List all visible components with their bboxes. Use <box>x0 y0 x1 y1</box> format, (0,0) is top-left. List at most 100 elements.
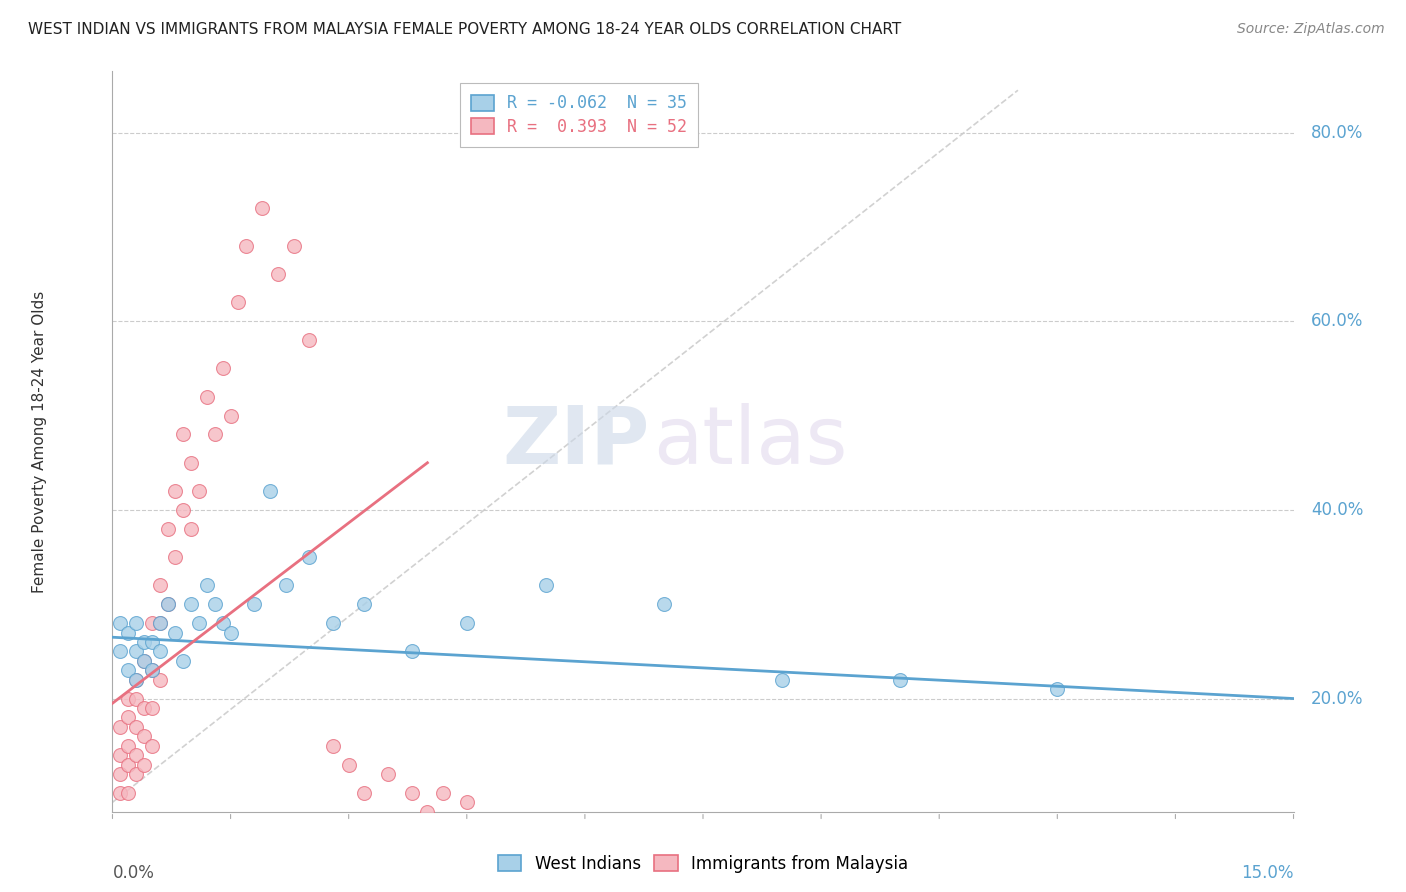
Point <box>195 390 218 404</box>
Point <box>652 597 675 611</box>
Point <box>132 654 155 668</box>
Point <box>243 597 266 611</box>
Point <box>110 748 132 763</box>
Text: 15.0%: 15.0% <box>1241 863 1294 881</box>
Point <box>267 267 290 281</box>
Point <box>274 578 297 592</box>
Point <box>132 729 155 743</box>
Point <box>250 201 273 215</box>
Point <box>432 786 454 800</box>
Text: 40.0%: 40.0% <box>1312 501 1364 519</box>
Text: 60.0%: 60.0% <box>1312 312 1364 330</box>
Point <box>172 654 194 668</box>
Text: 20.0%: 20.0% <box>1312 690 1364 707</box>
Text: Female Poverty Among 18-24 Year Olds: Female Poverty Among 18-24 Year Olds <box>32 291 46 592</box>
Point <box>195 578 218 592</box>
Point <box>141 701 163 715</box>
Point <box>132 757 155 772</box>
Point <box>117 625 139 640</box>
Point <box>125 673 148 687</box>
Point <box>322 739 344 753</box>
Point <box>117 739 139 753</box>
Point <box>125 644 148 658</box>
Point <box>110 767 132 781</box>
Point <box>125 673 148 687</box>
Point <box>211 616 233 631</box>
Point <box>117 710 139 724</box>
Point <box>353 597 375 611</box>
Point <box>401 786 423 800</box>
Point <box>889 673 911 687</box>
Point <box>110 644 132 658</box>
Point <box>125 616 148 631</box>
Point <box>172 503 194 517</box>
Point <box>401 644 423 658</box>
Point <box>156 597 179 611</box>
Point <box>337 757 360 772</box>
Point <box>172 427 194 442</box>
Point <box>149 616 172 631</box>
Point <box>117 691 139 706</box>
Point <box>534 578 557 592</box>
Point <box>110 720 132 734</box>
Point <box>165 625 187 640</box>
Point <box>188 616 211 631</box>
Point <box>125 691 148 706</box>
Point <box>132 701 155 715</box>
Point <box>141 739 163 753</box>
Point <box>141 616 163 631</box>
Point <box>180 597 202 611</box>
Point <box>117 786 139 800</box>
Point <box>228 295 250 310</box>
Point <box>283 239 305 253</box>
Point <box>298 333 321 347</box>
Point <box>125 720 148 734</box>
Point <box>456 795 478 809</box>
Point <box>156 522 179 536</box>
Point <box>117 757 139 772</box>
Point <box>165 484 187 499</box>
Point <box>416 805 439 819</box>
Point <box>110 616 132 631</box>
Text: 0.0%: 0.0% <box>112 863 155 881</box>
Point <box>1046 682 1069 697</box>
Point <box>125 767 148 781</box>
Point <box>353 786 375 800</box>
Point <box>298 550 321 565</box>
Point <box>456 616 478 631</box>
Point <box>117 663 139 677</box>
Point <box>141 663 163 677</box>
Point <box>149 644 172 658</box>
Point <box>149 673 172 687</box>
Point <box>132 635 155 649</box>
Text: ZIP: ZIP <box>502 402 650 481</box>
Point <box>132 654 155 668</box>
Point <box>180 456 202 470</box>
Point <box>141 663 163 677</box>
Point <box>219 409 242 423</box>
Point <box>188 484 211 499</box>
Point <box>377 767 399 781</box>
Text: WEST INDIAN VS IMMIGRANTS FROM MALAYSIA FEMALE POVERTY AMONG 18-24 YEAR OLDS COR: WEST INDIAN VS IMMIGRANTS FROM MALAYSIA … <box>28 22 901 37</box>
Point <box>149 616 172 631</box>
Point <box>156 597 179 611</box>
Point <box>259 484 281 499</box>
Legend: West Indians, Immigrants from Malaysia: West Indians, Immigrants from Malaysia <box>491 848 915 880</box>
Point <box>770 673 793 687</box>
Point <box>125 748 148 763</box>
Point <box>165 550 187 565</box>
Text: Source: ZipAtlas.com: Source: ZipAtlas.com <box>1237 22 1385 37</box>
Point <box>149 578 172 592</box>
Point <box>180 522 202 536</box>
Point <box>211 361 233 376</box>
Legend: R = -0.062  N = 35, R =  0.393  N = 52: R = -0.062 N = 35, R = 0.393 N = 52 <box>460 83 699 147</box>
Point <box>110 786 132 800</box>
Point <box>204 427 226 442</box>
Point <box>141 635 163 649</box>
Point <box>235 239 257 253</box>
Point <box>204 597 226 611</box>
Text: atlas: atlas <box>654 402 848 481</box>
Point <box>219 625 242 640</box>
Text: 80.0%: 80.0% <box>1312 124 1364 142</box>
Point <box>322 616 344 631</box>
